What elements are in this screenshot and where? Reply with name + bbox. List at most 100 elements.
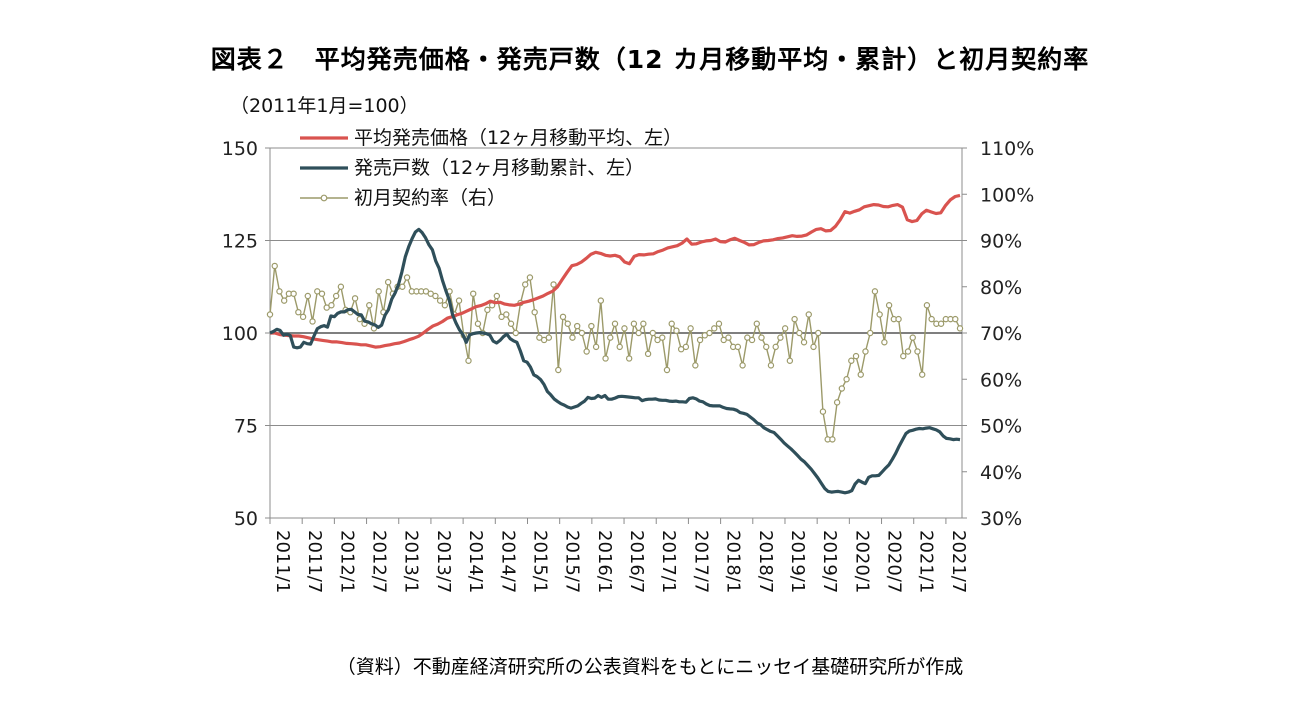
contract-rate-point (432, 292, 439, 300)
x-tick-label: 2011/1 (272, 530, 293, 593)
right-tick-label: 30% (980, 508, 1022, 530)
contract-rate-point (573, 322, 581, 330)
x-tick-label: 2019/7 (819, 530, 840, 593)
contract-rate-point (895, 315, 902, 323)
contract-rate-point (952, 315, 959, 323)
left-tick-label: 125 (222, 231, 258, 253)
contract-rate-point (786, 357, 794, 364)
right-tick-label: 70% (980, 323, 1022, 345)
contract-rate-point (436, 297, 444, 304)
right-tick-label: 110% (980, 138, 1034, 160)
contract-rate-point (299, 313, 307, 321)
contract-rate-point (474, 320, 482, 327)
contract-rate-point (852, 352, 860, 360)
contract-rate-point (881, 339, 888, 346)
x-tick-label: 2014/7 (497, 530, 518, 593)
contract-rate-point (280, 297, 288, 304)
contract-rate-point (659, 334, 666, 341)
contract-rate-point (550, 281, 557, 288)
right-tick-label: 80% (980, 277, 1022, 299)
left-tick-label: 150 (222, 138, 258, 160)
contract-rate-point (909, 334, 916, 341)
contract-rate-point (867, 329, 874, 337)
contract-rate-point (635, 329, 642, 337)
contract-rate-point (876, 311, 883, 318)
contract-rate-point (266, 311, 274, 318)
contract-rate-point (403, 274, 411, 281)
contract-rate-point (276, 288, 283, 295)
contract-rate-point (692, 362, 699, 369)
contract-rate-point (900, 352, 907, 360)
contract-rate-point (937, 320, 945, 327)
x-tick-label: 2016/7 (626, 530, 647, 593)
left-axis-ticks: 50 75 100 125 150 (222, 138, 270, 530)
left-tick-label: 75 (234, 416, 258, 438)
x-tick-label: 2013/7 (433, 530, 454, 593)
right-tick-label: 50% (980, 416, 1022, 438)
contract-rate-point (753, 320, 760, 327)
contract-rate-point (715, 320, 723, 327)
contract-rate-point (399, 283, 406, 290)
contract-rate-point (625, 355, 633, 362)
contract-rate-point (555, 366, 562, 374)
left-tick-label: 50 (234, 508, 258, 530)
contract-rate-point (592, 343, 600, 351)
contract-rate-point (758, 334, 765, 341)
contract-rate-point (843, 376, 850, 383)
x-tick-label: 2016/1 (594, 530, 615, 593)
contract-rate-point (767, 362, 775, 369)
series-1 (269, 227, 961, 495)
x-tick-label: 2013/1 (401, 530, 422, 593)
contract-rate-point (332, 292, 340, 300)
contract-rate-point (687, 325, 694, 332)
contract-rate-point (862, 348, 869, 355)
right-tick-label: 40% (980, 462, 1022, 484)
contract-rate-point (531, 308, 538, 316)
contract-rate-point (470, 290, 477, 297)
legend: 平均発売価格（12ヶ月移動平均、左） 発売戸数（12ヶ月移動累計、左） 初月契約率（… (300, 127, 682, 209)
contract-rate-point (796, 329, 803, 337)
x-tick-label: 2017/1 (658, 530, 679, 593)
x-tick-label: 2015/7 (562, 530, 583, 593)
right-tick-label: 100% (980, 184, 1034, 206)
contract-rate-point (923, 302, 931, 309)
legend-label: 初月契約率（右） (354, 187, 506, 209)
contract-rate-point (928, 315, 935, 323)
contract-rate-point (616, 343, 623, 351)
contract-rate-point (578, 329, 586, 337)
x-tick-label: 2012/7 (369, 530, 390, 593)
contract-rate-point (711, 325, 718, 332)
source-note: （資料）不動産経済研究所の公表資料をもとにニッセイ基礎研究所が作成 (336, 656, 964, 678)
contract-rate-point (815, 329, 822, 337)
x-tick-label: 2020/1 (851, 530, 872, 593)
contract-rate-point (640, 320, 647, 327)
contract-rate-point (526, 274, 534, 281)
contract-rate-point (777, 334, 784, 341)
contract-rate-point (441, 302, 449, 309)
contract-rate-point (857, 371, 864, 378)
left-tick-label: 100 (222, 323, 258, 345)
contract-rate-point (668, 320, 675, 327)
contract-rate-point (914, 348, 921, 355)
legend-label: 平均発売価格（12ヶ月移動平均、左） (354, 127, 682, 149)
contract-rate-point (328, 302, 335, 309)
contract-rate-point (588, 322, 595, 330)
x-tick-label: 2014/1 (465, 530, 486, 593)
contract-rate-point (829, 436, 836, 443)
x-tick-label: 2019/1 (787, 530, 808, 593)
x-axis-ticks: 2011/1 2011/7 2012/1 2012/7 2013/1 2013/7 2014… (269, 518, 969, 593)
contract-rate-point (375, 288, 382, 295)
contract-rate-point (290, 290, 297, 297)
contract-rate-point (384, 278, 392, 286)
contract-rate-point (351, 295, 359, 302)
contract-rate-point (602, 355, 609, 362)
contract-rate-point (696, 336, 704, 344)
contract-rate-point (318, 290, 326, 297)
x-tick-label: 2021/7 (948, 530, 969, 593)
contract-rate-point (904, 348, 912, 355)
contract-rate-point (734, 343, 742, 351)
contract-rate-point (455, 297, 463, 304)
series-2 (266, 262, 964, 443)
contract-rate-point (848, 357, 855, 364)
